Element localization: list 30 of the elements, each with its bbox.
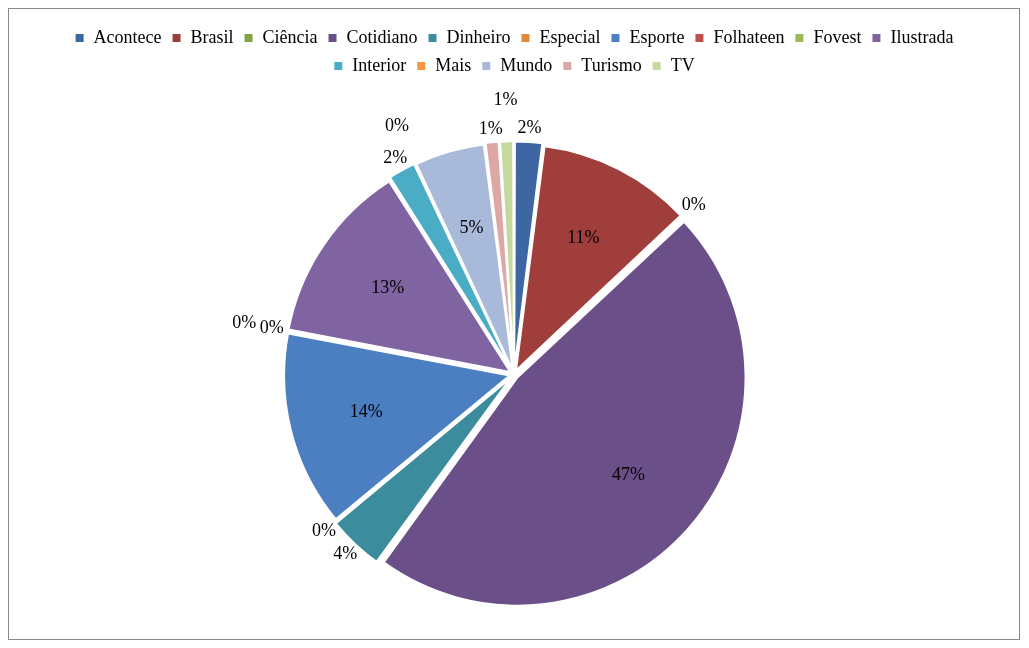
legend-label: Fovest (813, 26, 862, 47)
text: 0% (385, 114, 410, 135)
data-label: 1% (493, 88, 518, 109)
data-label: 5% (459, 216, 484, 237)
data-label: 2% (383, 147, 408, 168)
data-label: 1% (478, 117, 503, 138)
legend-label: Cotidiano (346, 26, 418, 47)
legend-label: Especial (539, 26, 601, 47)
legend-label: Brasil (190, 26, 234, 47)
legend-label: Dinheiro (446, 26, 511, 47)
data-label: 14% (349, 401, 383, 422)
text: 0% (312, 520, 337, 541)
data-label: 13% (371, 277, 405, 298)
legend-label: Ilustrada (890, 26, 954, 47)
text: 0% (681, 194, 706, 215)
legend-label: Esporte (629, 26, 685, 47)
legend-label: Acontece (93, 26, 162, 47)
data-label: 11% (567, 227, 600, 248)
legend-label: Ciência (262, 26, 318, 47)
legend-label: Turismo (581, 54, 642, 75)
legend-label: Folhateen (713, 26, 785, 47)
data-label: 2% (517, 117, 542, 138)
legend-label: Mundo (500, 54, 553, 75)
data-label: 47% (612, 464, 646, 485)
legend-label: TV (670, 54, 695, 75)
text: 0% (259, 317, 284, 338)
legend-label: Mais (435, 54, 472, 75)
legend-label: Interior (352, 54, 407, 75)
text: 0% (232, 311, 257, 332)
data-label: 4% (333, 542, 358, 563)
